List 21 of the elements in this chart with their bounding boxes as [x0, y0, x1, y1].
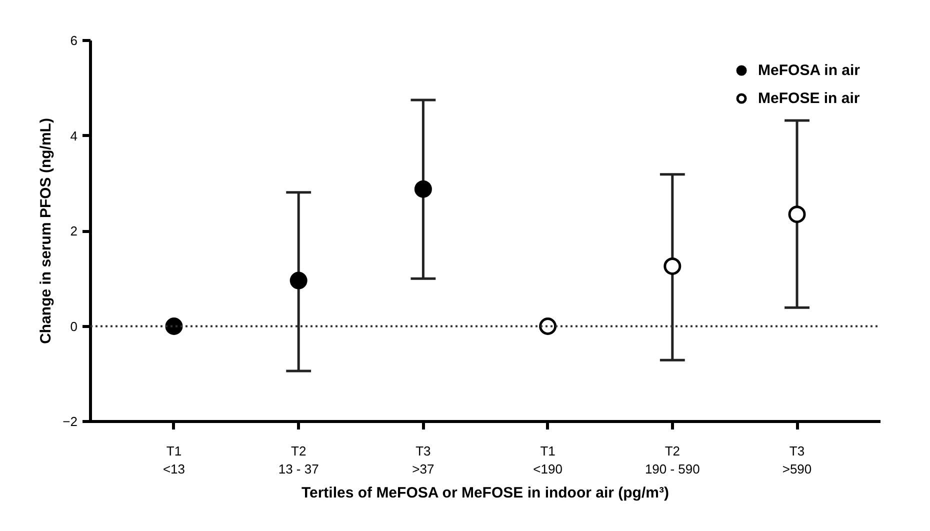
y-tick-label: 6: [70, 33, 78, 48]
y-tick-label: 2: [70, 224, 78, 238]
legend-label: MeFOSA in air: [758, 62, 860, 78]
point: [788, 206, 806, 224]
point: [290, 272, 308, 290]
y-tick-label: −2: [62, 414, 78, 429]
x-tick-label: T3 >590: [782, 444, 812, 476]
y-tick-label: 0: [70, 318, 78, 334]
x-tick-label: T3 >37: [412, 444, 434, 476]
x-axis-title: Tertiles of MeFOSA or MeFOSE in indoor air (pg/m³): [301, 484, 669, 502]
point: [165, 318, 183, 335]
point: [539, 318, 557, 335]
x-tick-label: T1 <190: [533, 444, 562, 476]
point: [414, 180, 432, 198]
y-axis-title: Change in serum PFOS (ng/mL): [38, 118, 55, 344]
x-tick-label: T1 <13: [162, 444, 186, 476]
point: [664, 258, 682, 275]
x-tick-label: T2 190 - 590: [644, 444, 700, 476]
x-tick-label: T2 13 - 37: [278, 444, 319, 476]
legend-label: MeFOSE in air: [758, 90, 860, 106]
y-tick-label: 4: [70, 128, 78, 144]
